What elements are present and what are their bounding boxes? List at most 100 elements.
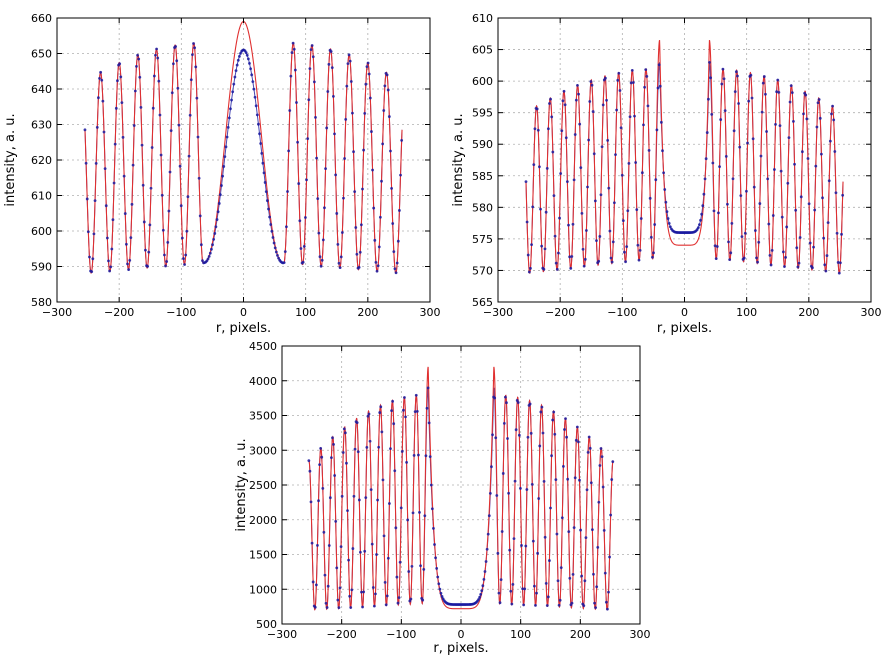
- data-point: [665, 210, 669, 214]
- data-point: [553, 234, 557, 238]
- y-tick-label: 2500: [249, 479, 277, 492]
- data-point: [507, 491, 511, 495]
- data-point: [557, 603, 561, 607]
- data-point: [151, 106, 155, 110]
- data-point: [481, 584, 485, 588]
- data-point: [335, 566, 339, 570]
- data-point: [495, 494, 499, 497]
- data-point: [390, 186, 393, 190]
- data-point: [163, 253, 166, 257]
- data-point: [394, 271, 398, 275]
- data-point: [139, 105, 143, 109]
- data-point: [327, 62, 331, 66]
- data-point: [439, 591, 443, 595]
- data-point: [158, 113, 162, 117]
- data-point: [239, 51, 242, 55]
- data-point: [633, 114, 636, 118]
- data-point: [407, 570, 411, 573]
- data-point: [552, 194, 556, 198]
- data-point: [721, 67, 725, 71]
- x-tick-label: −200: [545, 306, 575, 319]
- data-point: [326, 584, 330, 588]
- data-point: [625, 245, 629, 248]
- data-point: [206, 257, 210, 261]
- data-point: [624, 260, 627, 264]
- data-point: [155, 47, 158, 51]
- data-point: [123, 212, 127, 215]
- data-point: [592, 152, 596, 156]
- data-point: [565, 180, 569, 184]
- data-point: [526, 435, 530, 439]
- data-point: [580, 211, 584, 215]
- data-point: [234, 69, 238, 73]
- data-point: [780, 215, 784, 219]
- data-point: [382, 534, 386, 538]
- data-point: [286, 190, 289, 193]
- data-point: [376, 264, 380, 268]
- data-point: [373, 238, 377, 242]
- data-point: [724, 154, 728, 158]
- data-point: [333, 474, 337, 477]
- data-point: [573, 133, 577, 136]
- data-point: [352, 494, 356, 498]
- data-point: [221, 174, 225, 178]
- data-point: [747, 99, 751, 103]
- data-point: [377, 445, 381, 449]
- data-point: [339, 545, 343, 548]
- data-point: [346, 62, 350, 65]
- data-point: [254, 104, 258, 108]
- data-point: [438, 587, 442, 591]
- data-point: [342, 196, 345, 200]
- data-point: [306, 137, 310, 141]
- data-point: [253, 95, 257, 99]
- data-point: [418, 511, 421, 514]
- data-point: [332, 442, 335, 446]
- data-point: [769, 263, 773, 267]
- data-point: [132, 124, 136, 127]
- data-point: [196, 135, 200, 139]
- data-point: [152, 74, 156, 78]
- data-point: [367, 412, 371, 416]
- data-point: [705, 131, 709, 134]
- data-point: [353, 190, 357, 194]
- data-point: [775, 90, 779, 94]
- data-point: [590, 83, 594, 87]
- y-tick-label: 3500: [249, 410, 277, 423]
- data-point: [603, 571, 607, 575]
- data-point: [787, 136, 791, 140]
- data-point: [574, 98, 578, 102]
- data-point: [527, 270, 531, 274]
- data-point: [617, 71, 621, 75]
- data-point: [220, 184, 223, 187]
- data-point: [293, 68, 297, 72]
- data-point: [282, 261, 286, 264]
- chart-panel-bottom: −300 −200 −100 0 100 200 300 500 1000 1500 2000 250…: [234, 340, 651, 656]
- data-point: [276, 254, 279, 257]
- data-point: [170, 91, 174, 95]
- data-point: [784, 255, 787, 259]
- data-point: [558, 598, 562, 602]
- data-point: [274, 250, 278, 254]
- y-tick-label: 580: [31, 296, 52, 309]
- data-point: [749, 73, 753, 77]
- data-point: [512, 537, 516, 541]
- data-point: [567, 223, 570, 227]
- y-tick-label: 580: [472, 201, 493, 214]
- data-point: [307, 459, 311, 463]
- data-point: [704, 157, 708, 161]
- data-point: [637, 258, 641, 262]
- data-point: [608, 555, 611, 559]
- data-point: [386, 88, 390, 92]
- data-point: [771, 214, 775, 217]
- data-point: [359, 223, 363, 227]
- data-point: [552, 410, 556, 414]
- data-point: [167, 209, 171, 213]
- data-point: [586, 185, 589, 189]
- data-point: [591, 110, 595, 113]
- data-point: [401, 408, 405, 412]
- data-point: [529, 431, 533, 435]
- data-point: [341, 451, 345, 454]
- data-point: [308, 469, 312, 473]
- data-point: [814, 164, 818, 168]
